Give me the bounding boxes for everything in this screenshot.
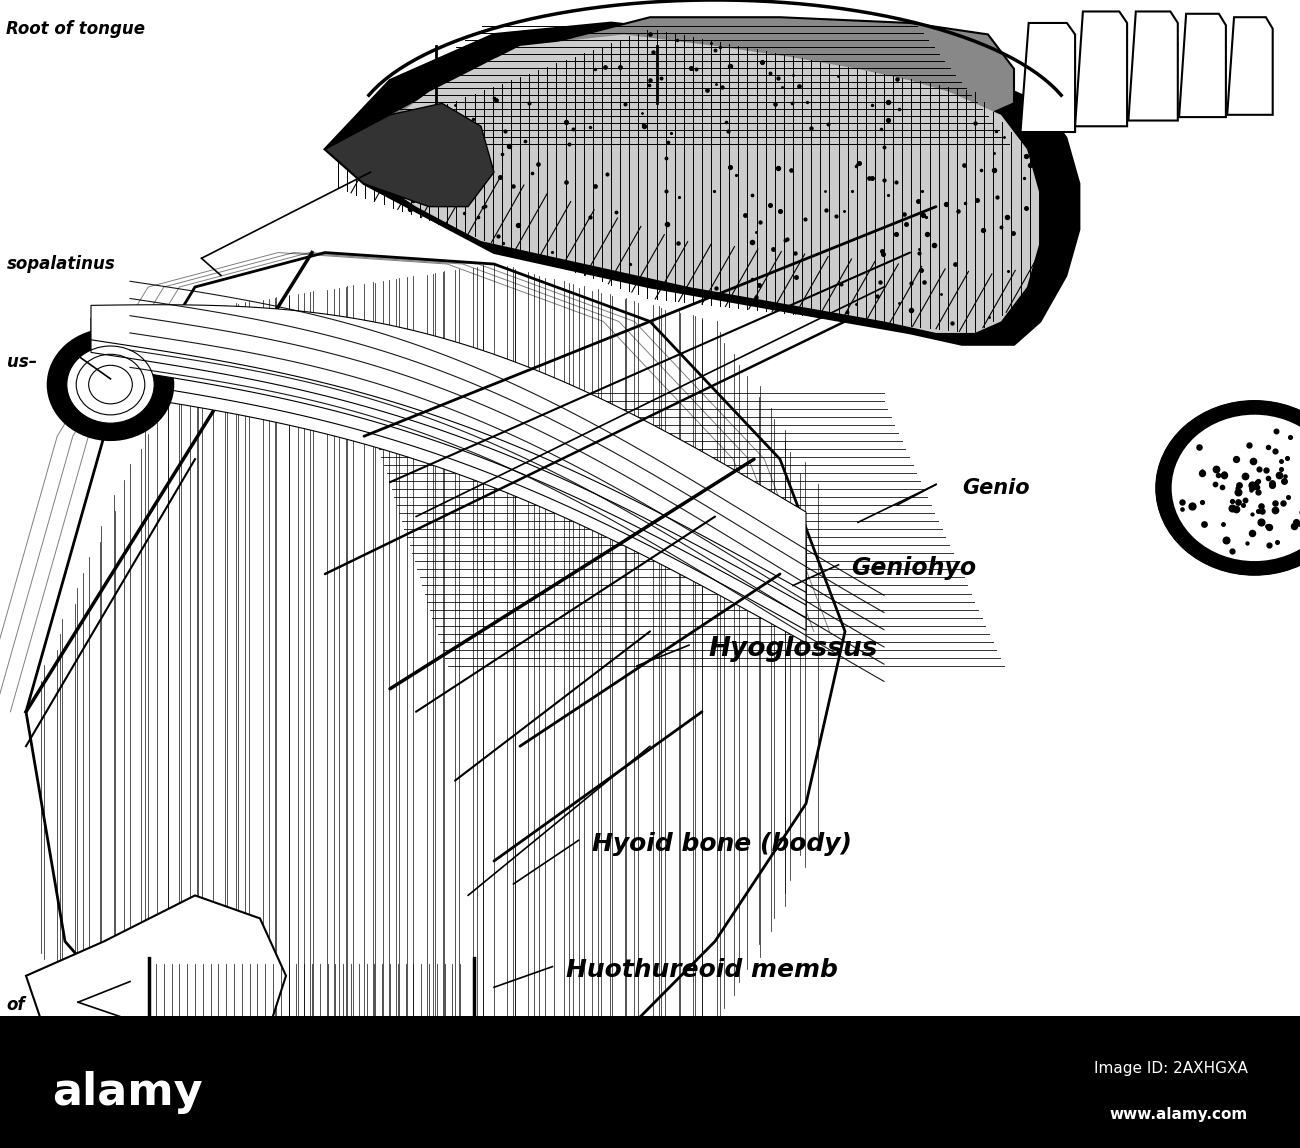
Bar (0, 1016, 1300, 1148)
Text: Geniohyo: Geniohyo (852, 557, 976, 580)
Text: www.alamy.com: www.alamy.com (1110, 1108, 1248, 1123)
Polygon shape (91, 304, 806, 592)
Polygon shape (1020, 23, 1075, 132)
Polygon shape (26, 895, 286, 1114)
Text: Hyoid bone (body): Hyoid bone (body) (592, 832, 852, 855)
Text: sopalatinus: sopalatinus (6, 255, 116, 273)
Polygon shape (351, 34, 1040, 333)
Text: of: of (6, 995, 25, 1014)
Circle shape (1157, 402, 1300, 574)
Text: Image ID: 2AXHGXA: Image ID: 2AXHGXA (1095, 1061, 1248, 1077)
Polygon shape (91, 329, 806, 618)
Text: Hyoglossus: Hyoglossus (708, 636, 878, 661)
Text: us–: us– (6, 352, 36, 371)
Polygon shape (325, 23, 1079, 344)
Polygon shape (91, 342, 806, 630)
Polygon shape (1179, 14, 1226, 117)
Circle shape (66, 346, 155, 424)
Polygon shape (1075, 11, 1127, 126)
Text: Genio: Genio (962, 478, 1030, 498)
Polygon shape (325, 17, 1014, 149)
Text: Root of tongue: Root of tongue (6, 20, 146, 38)
Circle shape (48, 329, 173, 440)
Polygon shape (325, 103, 494, 207)
Polygon shape (91, 317, 806, 605)
Text: Huothureoid memb: Huothureoid memb (566, 959, 837, 982)
Polygon shape (91, 355, 806, 643)
Polygon shape (1227, 17, 1273, 115)
Polygon shape (26, 253, 845, 1114)
Text: alamy: alamy (52, 1071, 203, 1114)
Polygon shape (1128, 11, 1178, 121)
Circle shape (1171, 414, 1300, 561)
